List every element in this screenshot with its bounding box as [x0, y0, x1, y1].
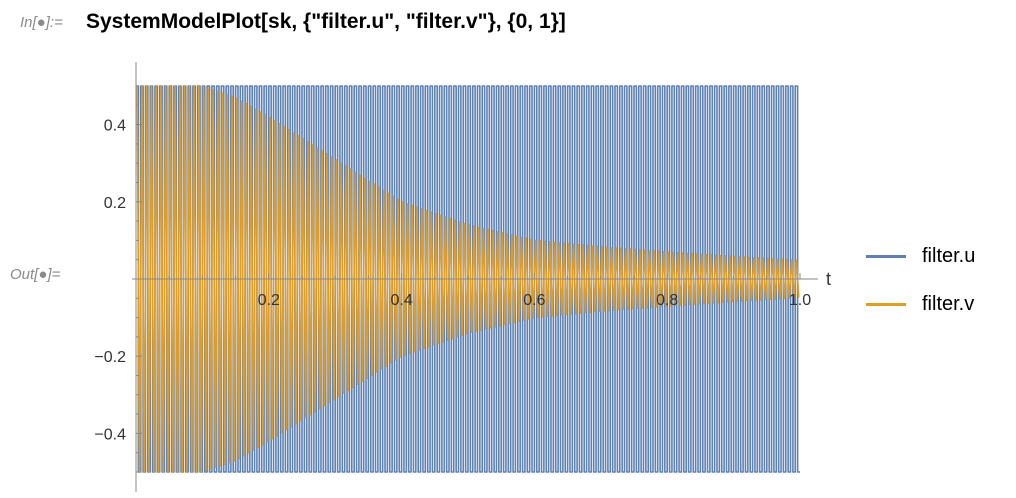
legend-label-filter-u: filter.u	[922, 244, 976, 267]
x-tick-label: 0.6	[523, 292, 545, 309]
input-code[interactable]: SystemModelPlot[sk, {"filter.u", "filter…	[86, 10, 566, 33]
legend-swatch-filter-u	[866, 254, 906, 258]
x-tick-label: 0.4	[390, 292, 412, 309]
input-cell-label: In[●]:=	[20, 14, 63, 31]
x-axis-label: t	[826, 269, 831, 289]
x-tick-label: 0.2	[258, 292, 280, 309]
legend-item-filter-v: filter.v	[866, 284, 975, 324]
y-tick-label: −0.4	[94, 426, 126, 443]
x-tick-label: 0.8	[656, 292, 678, 309]
x-tick-label: 1.0	[789, 292, 811, 309]
y-tick-label: 0.4	[104, 118, 126, 135]
legend-label-filter-v: filter.v	[922, 292, 975, 315]
y-tick-label: 0.2	[104, 195, 126, 212]
legend-swatch-filter-v	[866, 302, 906, 306]
output-cell-label: Out[●]=	[10, 266, 61, 283]
y-tick-label: −0.2	[94, 349, 126, 366]
legend-item-filter-u: filter.u	[866, 236, 975, 276]
legend: filter.u filter.v	[866, 236, 975, 332]
